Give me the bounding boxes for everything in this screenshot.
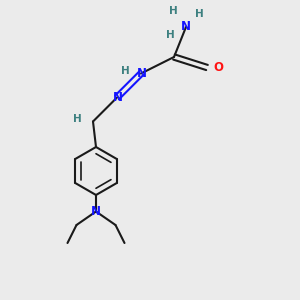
Text: H: H [73, 114, 82, 124]
Text: H: H [195, 9, 204, 20]
Text: N: N [91, 205, 101, 218]
Text: H: H [166, 30, 175, 40]
Text: O: O [214, 61, 224, 74]
Text: N: N [112, 91, 123, 104]
Text: N: N [136, 67, 147, 80]
Text: H: H [169, 6, 178, 16]
Text: N: N [181, 20, 191, 33]
Text: H: H [121, 65, 130, 76]
